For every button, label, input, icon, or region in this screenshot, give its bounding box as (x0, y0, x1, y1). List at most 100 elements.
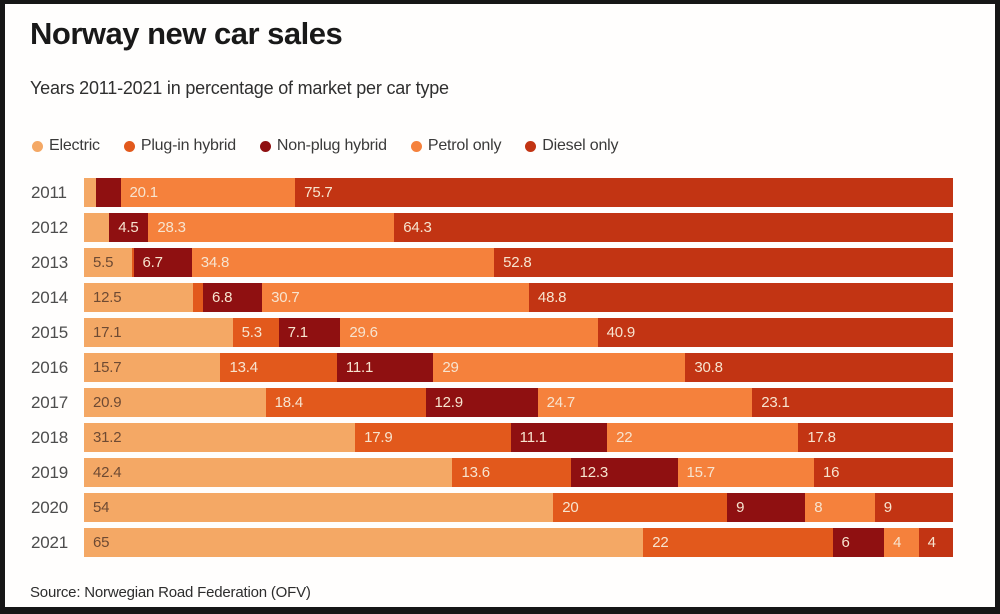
segment-value-label: 30.7 (271, 289, 300, 306)
segment-petrol-only: 15.7 (677, 458, 814, 487)
segment-value-label: 65 (93, 534, 110, 551)
segment-value-label: 13.6 (461, 464, 490, 481)
stacked-bar: 15.7 13.4 11.1 29 30.8 (84, 353, 954, 382)
stacked-bar: 31.2 17.9 11.1 22 17.8 (84, 423, 953, 452)
bar-row-2014: 2014 12.5 6.8 30.7 48.8 (5, 283, 995, 312)
segment-diesel-only: 75.7 (295, 178, 953, 207)
legend-label: Diesel only (542, 137, 619, 154)
year-label: 2018 (31, 427, 69, 447)
segment-value-label: 20.1 (129, 184, 159, 201)
segment-value-label: 4 (893, 534, 902, 551)
segment-electric: 31.2 (84, 423, 356, 452)
legend-item-non-plug-hybrid: Non-plug hybrid (259, 137, 387, 155)
segment-value-label: 22 (616, 429, 633, 446)
plug-in-hybrid-dot-icon (123, 140, 135, 152)
segment-diesel-only: 23.1 (752, 388, 953, 417)
segment-value-label: 15.7 (93, 359, 122, 376)
legend-label: Non-plug hybrid (276, 137, 387, 154)
stacked-bar: 5.5 6.7 34.8 52.8 (84, 248, 953, 277)
segment-value-label: 42.4 (93, 464, 122, 481)
segment-electric: 65 (84, 528, 644, 557)
segment-value-label: 29 (442, 359, 459, 376)
bar-row-2012: 2012 4.5 28.3 64.3 (5, 213, 995, 242)
segment-value-label: 28.3 (157, 219, 186, 236)
segment-value-label: 4 (927, 534, 936, 551)
year-label: 2013 (31, 252, 69, 272)
stacked-bar: 4.5 28.3 64.3 (84, 213, 953, 242)
segment-value-label: 20 (562, 499, 579, 516)
segment-value-label: 22 (652, 534, 669, 551)
year-label: 2020 (31, 497, 69, 517)
segment-non-plug-hybrid: 6 (832, 528, 885, 557)
segment-value-label: 34.8 (200, 254, 230, 271)
segment-non-plug-hybrid: 4.5 (109, 213, 149, 242)
segment-value-label: 9 (736, 499, 745, 516)
segment-petrol-only: 20.1 (120, 178, 296, 207)
stacked-bar: 54 20 9 8 9 (84, 493, 953, 522)
segment-non-plug-hybrid: 11.1 (336, 353, 434, 382)
segment-value-label: 6.7 (142, 254, 163, 271)
segment-value-label: 7.1 (287, 324, 308, 341)
segment-petrol-only: 29 (433, 353, 686, 382)
segment-value-label: 30.8 (694, 359, 723, 376)
segment-value-label: 6.8 (212, 289, 233, 306)
segment-electric: 20.9 (84, 388, 266, 417)
non-plug-hybrid-dot-icon (259, 140, 271, 152)
stacked-bar: 65 22 6 4 4 (84, 528, 953, 557)
petrol-only-dot-icon (410, 140, 422, 152)
year-label: 2017 (31, 392, 69, 412)
year-label: 2016 (31, 357, 69, 377)
chart-subtitle: Years 2011-2021 in percentage of market … (30, 78, 449, 98)
segment-petrol-only: 30.7 (262, 283, 529, 312)
segment-plug-in-hybrid: 18.4 (265, 388, 426, 417)
segment-value-label: 15.7 (686, 464, 716, 481)
segment-value-label: 4.5 (118, 219, 139, 236)
segment-value-label: 40.9 (606, 324, 636, 341)
legend-item-plug-in-hybrid: Plug-in hybrid (123, 137, 236, 155)
segment-petrol-only: 29.6 (340, 318, 598, 347)
segment-petrol-only: 4 (884, 528, 919, 557)
stacked-bar: 20.1 75.7 (84, 178, 953, 207)
segment-electric: 15.7 (84, 353, 221, 382)
segment-value-label: 5.5 (93, 254, 114, 271)
legend-item-diesel-only: Diesel only (525, 137, 619, 155)
segment-value-label: 31.2 (93, 429, 122, 446)
segment-electric: 12.5 (84, 283, 193, 312)
segment-diesel-only: 40.9 (597, 318, 953, 347)
legend-label: Petrol only (427, 137, 502, 154)
year-label: 2012 (31, 217, 69, 237)
segment-value-label: 54 (93, 499, 110, 516)
segment-value-label: 24.7 (546, 394, 576, 411)
stacked-bar: 20.9 18.4 12.9 24.7 23.1 (84, 388, 953, 417)
segment-value-label: 11.1 (519, 429, 547, 446)
segment-value-label: 5.3 (241, 324, 262, 341)
bar-row-2019: 2019 42.4 13.6 12.3 15.7 16 (5, 458, 995, 487)
segment-non-plug-hybrid: 7.1 (278, 318, 341, 347)
electric-dot-icon (32, 140, 43, 152)
stacked-bar: 17.1 5.3 7.1 29.6 40.9 (84, 318, 953, 347)
segment-value-label: 18.4 (274, 394, 304, 411)
segment-electric: 54 (84, 493, 554, 522)
segment-value-label: 13.4 (229, 359, 258, 376)
bar-row-2021: 2021 65 22 6 4 4 (5, 528, 995, 557)
chart-title: Norway new car sales (30, 16, 343, 51)
segment-petrol-only: 8 (805, 493, 875, 522)
segment-non-plug-hybrid (96, 178, 121, 207)
segment-petrol-only: 34.8 (191, 248, 495, 277)
year-label: 2019 (31, 462, 69, 482)
legend-item-electric: Electric (32, 137, 100, 155)
segment-plug-in-hybrid: 13.6 (452, 458, 571, 487)
year-label: 2011 (31, 182, 67, 202)
segment-value-label: 23.1 (761, 394, 790, 411)
bar-row-2015: 2015 17.1 5.3 7.1 29.6 40.9 (5, 318, 995, 347)
bar-row-2011: 2011 20.1 75.7 (5, 178, 995, 207)
segment-diesel-only: 4 (918, 528, 953, 557)
segment-electric: 42.4 (84, 458, 453, 487)
segment-value-label: 17.9 (364, 429, 393, 446)
segment-value-label: 20.9 (93, 394, 122, 411)
segment-diesel-only: 52.8 (494, 248, 953, 277)
segment-value-label: 8 (814, 499, 823, 516)
segment-value-label: 29.6 (349, 324, 378, 341)
year-label: 2014 (31, 287, 69, 307)
segment-petrol-only: 24.7 (537, 388, 753, 417)
